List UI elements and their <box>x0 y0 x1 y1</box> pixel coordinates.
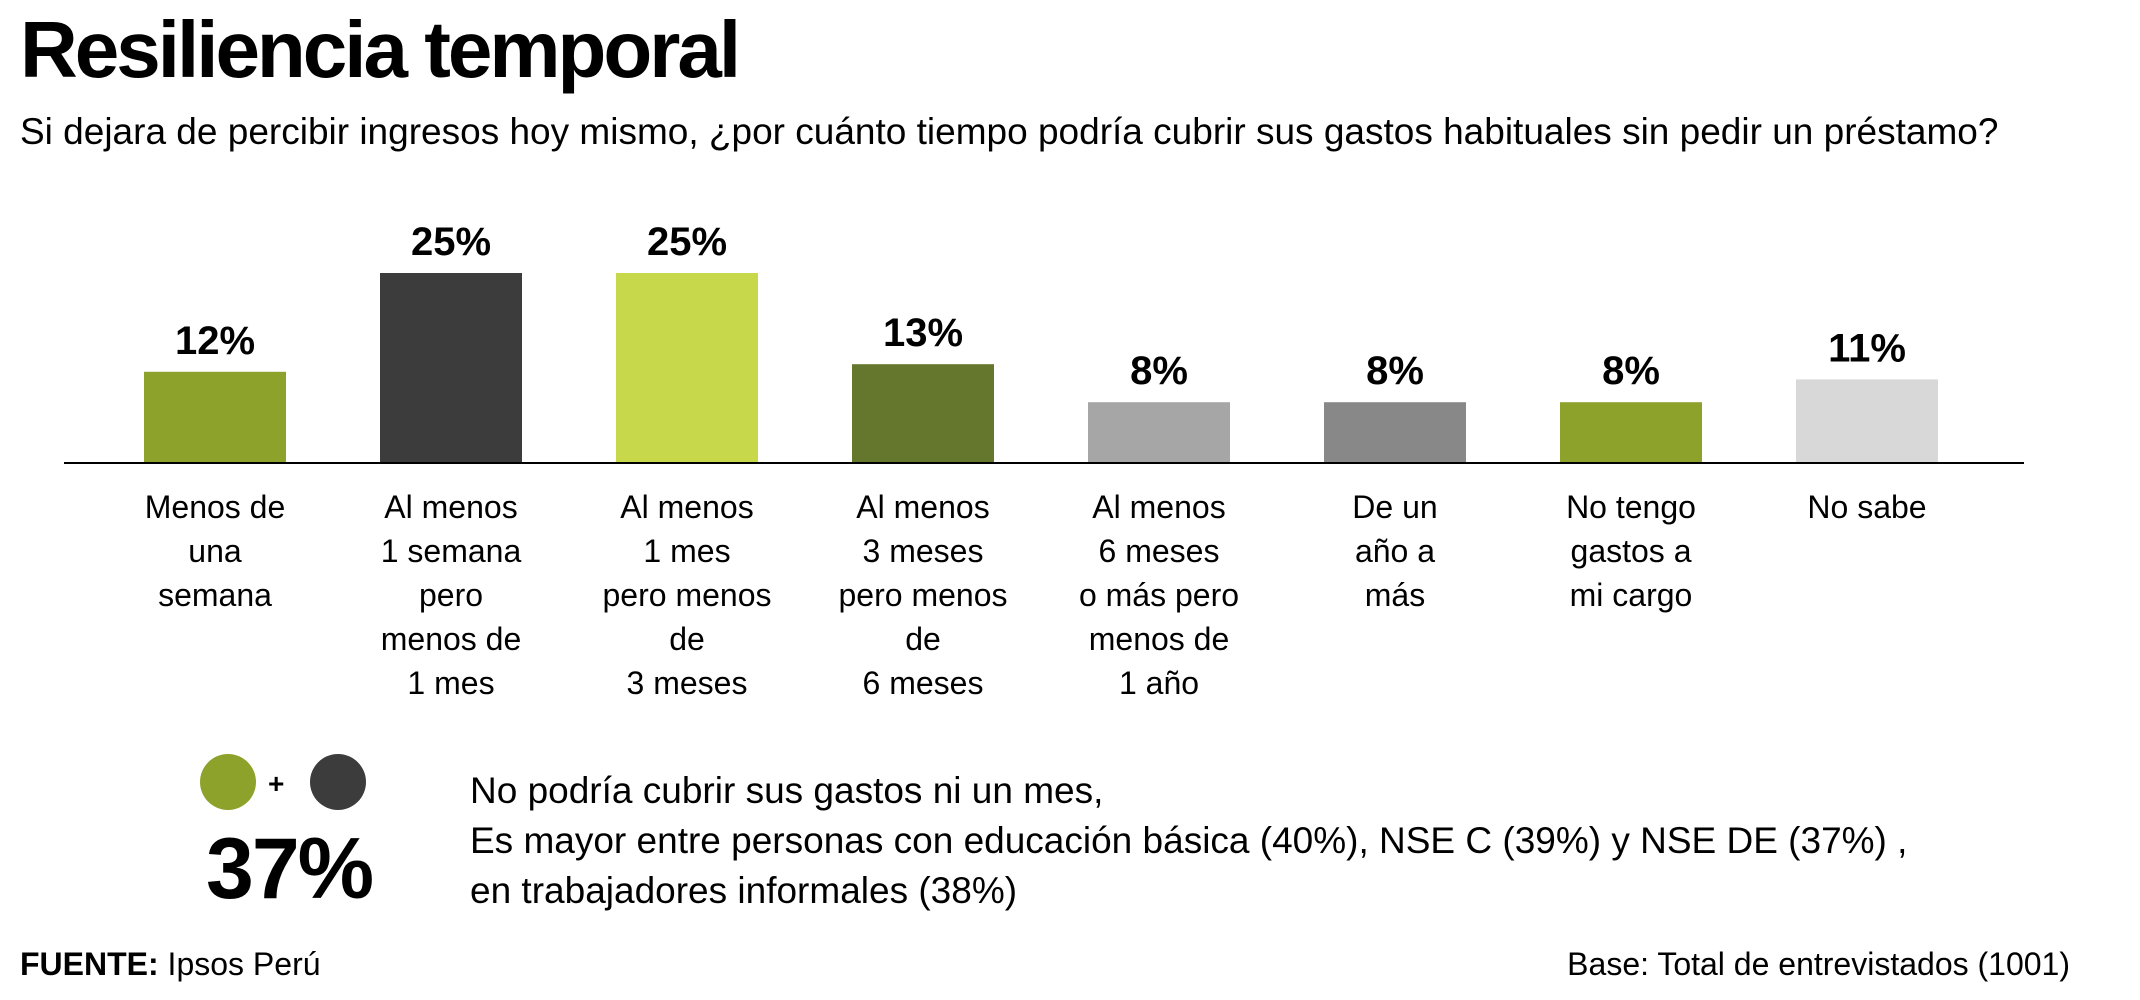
bar-chart: 12% 25% 25% 13% 8% 8% 8% 11% Menos de una semana A… <box>64 220 2024 701</box>
category-label: De un año a más <box>1352 489 1437 613</box>
category-label-line: pero menos <box>603 577 772 613</box>
category-label-line: o más pero <box>1079 577 1239 613</box>
value-labels-layer: 12% 25% 25% 13% 8% 8% 8% 11% <box>175 220 1906 393</box>
value-label: 25% <box>647 220 727 264</box>
category-label-line: menos de <box>1089 621 1230 657</box>
bar <box>852 364 994 463</box>
bars-layer <box>144 273 1938 463</box>
category-label-line: 1 año <box>1119 665 1199 701</box>
summary-note-line: Es mayor entre personas con educación bá… <box>470 820 1908 861</box>
bar <box>1560 402 1702 463</box>
value-label: 12% <box>175 319 255 363</box>
category-label-line: 1 mes <box>407 665 494 701</box>
category-label: Al menos 1 semana pero menos de 1 mes <box>381 489 522 701</box>
category-label-line: mi cargo <box>1570 577 1693 613</box>
category-label-line: 6 meses <box>863 665 984 701</box>
category-label-line: Menos de <box>145 489 286 525</box>
category-labels-layer: Menos de una semana Al menos 1 semana pero men… <box>145 489 1927 701</box>
category-label-line: de <box>669 621 705 657</box>
base-note: Base: Total de entrevistados (1001) <box>1567 946 2070 982</box>
category-label: Al menos 6 meses o más pero menos de 1 año <box>1079 489 1239 701</box>
category-label-line: Al menos <box>620 489 753 525</box>
category-label-line: 3 meses <box>863 533 984 569</box>
summary-percentage: 37% <box>206 821 374 917</box>
bar <box>1796 379 1938 463</box>
summary-note-line: No podría cubrir sus gastos ni un mes, <box>470 770 1104 811</box>
summary-dot-green <box>200 754 256 810</box>
category-label-line: De un <box>1352 489 1437 525</box>
category-label-line: 1 mes <box>643 533 730 569</box>
bar <box>616 273 758 463</box>
category-label: No sabe <box>1807 489 1926 525</box>
value-label: 8% <box>1602 349 1660 393</box>
category-label: Al menos 1 mes pero menos de 3 meses <box>603 489 772 701</box>
bar <box>1324 402 1466 463</box>
category-label-line: No tengo <box>1566 489 1696 525</box>
chart-subtitle: Si dejara de percibir ingresos hoy mismo… <box>20 111 1999 152</box>
category-label-line: 3 meses <box>627 665 748 701</box>
category-label-line: Al menos <box>1092 489 1225 525</box>
bar <box>1088 402 1230 463</box>
category-label-line: 1 semana <box>381 533 522 569</box>
category-label-line: Al menos <box>856 489 989 525</box>
category-label-line: más <box>1365 577 1425 613</box>
plus-sign: + <box>268 768 285 799</box>
value-label: 25% <box>411 220 491 264</box>
category-label-line: No sabe <box>1807 489 1926 525</box>
category-label-line: 6 meses <box>1099 533 1220 569</box>
source-value: Ipsos Perú <box>167 946 321 982</box>
summary-note: No podría cubrir sus gastos ni un mes, E… <box>470 766 1907 916</box>
source-label: FUENTE: <box>20 946 159 982</box>
source: FUENTE: Ipsos Perú <box>20 946 321 983</box>
category-label-line: pero menos <box>839 577 1008 613</box>
value-label: 11% <box>1828 326 1906 370</box>
value-label: 13% <box>883 311 963 355</box>
category-label: No tengo gastos a mi cargo <box>1566 489 1696 613</box>
bar <box>380 273 522 463</box>
chart-title: Resiliencia temporal <box>20 5 741 94</box>
category-label: Al menos 3 meses pero menos de 6 meses <box>839 489 1008 701</box>
category-label-line: semana <box>158 577 272 613</box>
category-label-line: gastos a <box>1571 533 1692 569</box>
category-label-line: año a <box>1355 533 1435 569</box>
category-label-line: una <box>188 533 242 569</box>
category-label: Menos de una semana <box>145 489 286 613</box>
value-label: 8% <box>1130 349 1188 393</box>
category-label-line: menos de <box>381 621 522 657</box>
category-label-line: pero <box>419 577 483 613</box>
summary-note-line: en trabajadores informales (38%) <box>470 870 1018 911</box>
bar <box>144 371 286 463</box>
summary-dot-dark <box>310 754 366 810</box>
category-label-line: Al menos <box>384 489 517 525</box>
value-label: 8% <box>1366 349 1424 393</box>
category-label-line: de <box>905 621 941 657</box>
